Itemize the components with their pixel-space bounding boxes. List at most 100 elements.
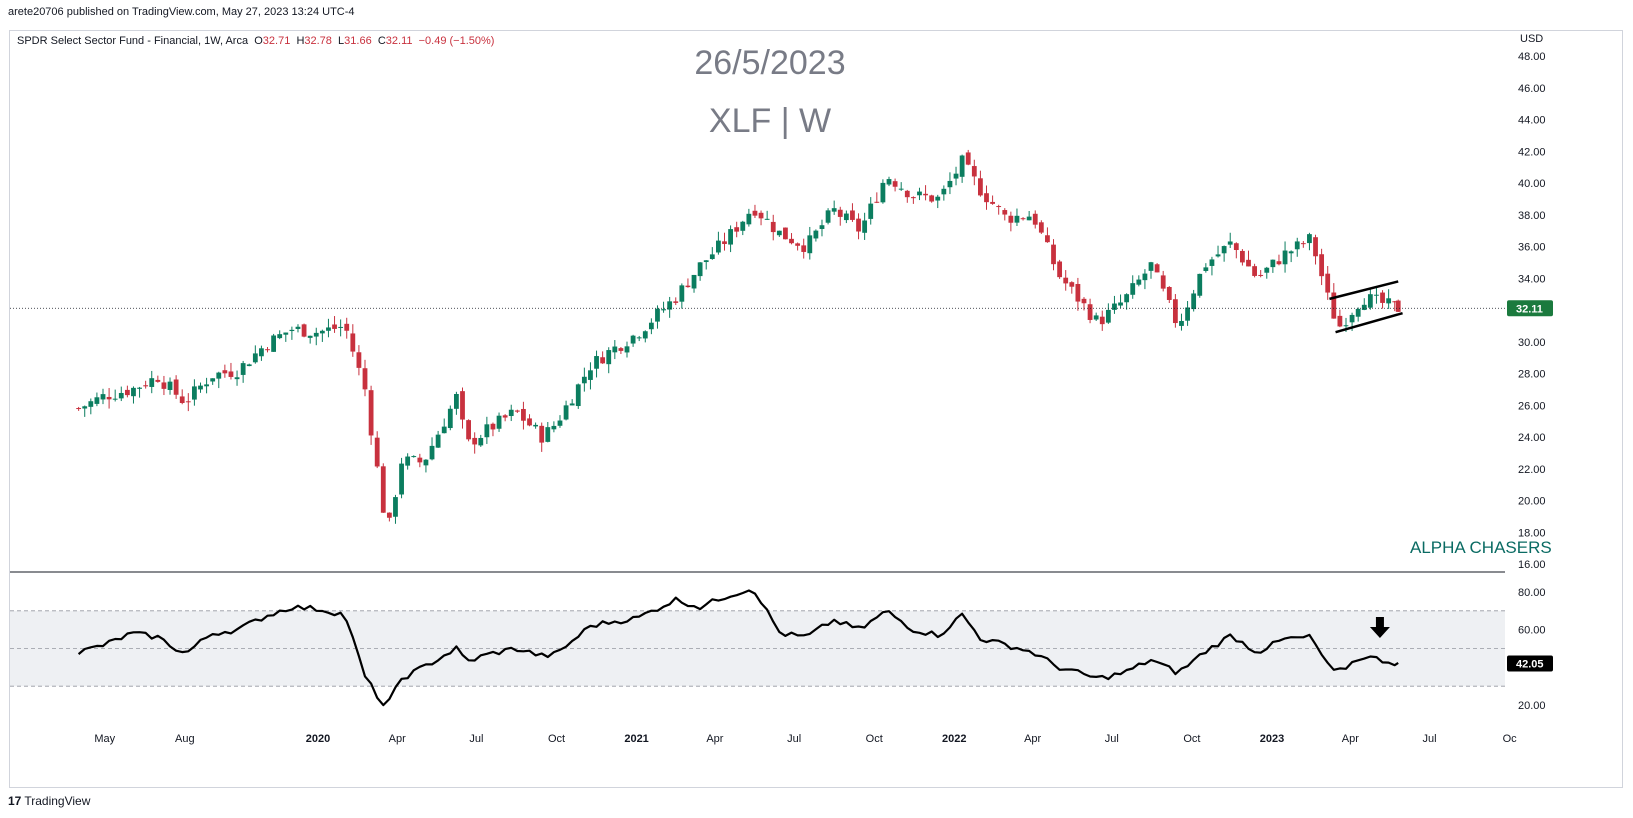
candle-body — [1057, 261, 1063, 278]
candle-body — [801, 245, 807, 252]
candle-body — [661, 309, 666, 311]
time-axis-label: Aug — [175, 733, 195, 745]
candle-body — [947, 180, 953, 188]
candle-body — [1142, 273, 1148, 281]
change-value: −0.49 (−1.50%) — [418, 35, 495, 47]
candle-body — [1136, 279, 1142, 285]
candle-body — [514, 410, 520, 412]
price-axis-label: 42.00 — [1518, 146, 1546, 158]
candle-body — [886, 179, 892, 185]
candle-body — [667, 301, 673, 310]
candle-body — [953, 173, 959, 179]
candle-body — [173, 379, 179, 395]
candle-body — [1209, 259, 1215, 266]
candle-body — [423, 459, 429, 466]
candle-body — [124, 389, 130, 396]
candle-body — [344, 323, 350, 331]
candle-body — [600, 357, 606, 364]
candle-body — [764, 218, 770, 220]
candle-body — [728, 229, 733, 245]
candle-body — [1374, 294, 1379, 296]
candle-body — [734, 227, 740, 232]
candle-body — [301, 324, 307, 337]
candle-body — [411, 456, 417, 458]
candle-body — [990, 201, 995, 204]
candle-body — [709, 254, 715, 259]
price-axis-label: 18.00 — [1518, 527, 1546, 539]
candle-body — [825, 210, 831, 223]
time-axis-label: Jul — [1423, 733, 1437, 745]
candle-body — [94, 397, 100, 404]
candle-body — [185, 401, 191, 403]
candle-body — [484, 424, 490, 438]
candle-body — [630, 335, 636, 344]
candle-body — [1392, 301, 1398, 303]
candle-body — [1252, 266, 1257, 276]
candle-body — [868, 203, 874, 219]
time-axis-label: Apr — [389, 733, 406, 745]
candle-body — [1179, 320, 1184, 326]
candle-body — [118, 392, 124, 399]
candle-body — [1380, 292, 1385, 303]
candle-body — [776, 230, 782, 236]
candle-body — [1172, 299, 1178, 324]
candle-body — [783, 227, 788, 240]
candle-body — [338, 326, 344, 328]
last-price-badge — [1507, 300, 1553, 317]
candle-body — [648, 322, 654, 330]
candle-body — [1325, 273, 1331, 293]
candle-body — [210, 378, 216, 382]
candle-body — [1069, 282, 1075, 287]
candle-body — [88, 401, 94, 407]
candle-body — [929, 195, 935, 202]
candle-body — [131, 387, 136, 397]
price-axis-label: 36.00 — [1518, 242, 1546, 254]
candle-body — [1264, 267, 1270, 273]
chart-frame — [9, 30, 1623, 788]
candle-body — [179, 396, 185, 403]
candle-body — [76, 408, 82, 410]
watermark-text: ALPHA CHASERS — [1410, 538, 1552, 557]
candle-body — [1337, 315, 1343, 327]
candle-body — [789, 238, 794, 244]
candle-body — [228, 371, 234, 377]
candle-body — [935, 196, 941, 201]
time-axis-label: Oc — [1503, 733, 1518, 745]
candle-body — [386, 512, 392, 518]
candle-body — [1166, 287, 1172, 300]
candle-body — [362, 368, 368, 390]
rsi-axis-label: 60.00 — [1518, 625, 1546, 637]
candle-body — [642, 331, 648, 339]
candle-body — [502, 415, 508, 418]
candle-body — [1319, 254, 1325, 277]
candle-body — [143, 385, 149, 387]
candle-body — [1093, 315, 1099, 320]
price-axis-label: 26.00 — [1518, 400, 1546, 412]
candle-body — [277, 334, 283, 339]
candle-body — [545, 427, 551, 442]
candle-body — [240, 363, 246, 375]
candle-body — [478, 437, 484, 446]
candle-body — [618, 348, 624, 351]
time-axis-label: Oct — [548, 733, 565, 745]
candle-body — [216, 372, 222, 379]
candle-body — [923, 193, 928, 196]
tradingview-logo-icon: 17 — [8, 794, 22, 808]
candle-body — [496, 415, 502, 429]
candle-body — [1038, 222, 1044, 233]
time-axis-label: Jul — [1105, 733, 1119, 745]
rsi-value-text: 42.05 — [1516, 658, 1544, 670]
candle-body — [191, 386, 197, 400]
candle-body — [606, 350, 612, 365]
tradingview-footer[interactable]: 17 TradingView — [8, 794, 91, 808]
candle-body — [965, 152, 971, 165]
candle-body — [167, 381, 173, 390]
candle-body — [1063, 277, 1069, 284]
candle-body — [1191, 293, 1197, 310]
candle-body — [752, 210, 758, 216]
price-axis-label: 24.00 — [1518, 432, 1546, 444]
time-axis-label: 2022 — [942, 733, 966, 745]
candle-body — [917, 191, 922, 196]
candle-body — [1051, 244, 1056, 265]
